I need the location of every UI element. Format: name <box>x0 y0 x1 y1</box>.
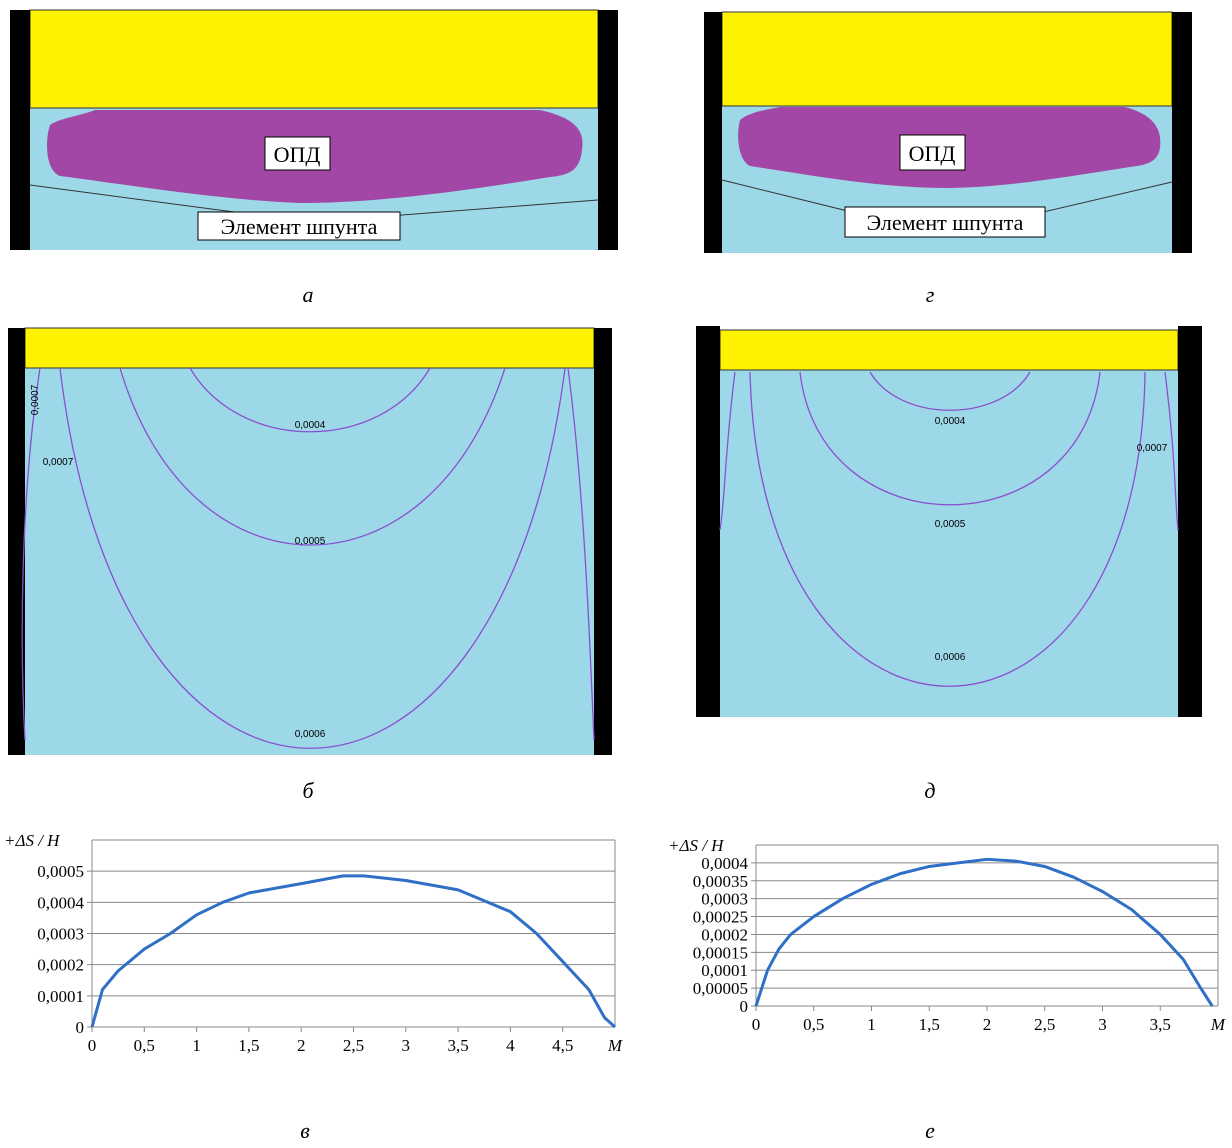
y-tick-label: 0,0002 <box>701 925 748 944</box>
caption: д <box>924 778 935 803</box>
y-axis-title: +ΔS / H <box>4 831 61 850</box>
y-tick-label: 0,00035 <box>693 872 748 891</box>
y-tick-label: 0,0004 <box>37 893 84 912</box>
x-tick-label: 2,5 <box>343 1036 364 1055</box>
y-tick-label: 0,00015 <box>693 943 748 962</box>
x-axis-title: M <box>1210 1015 1226 1034</box>
contour-label: 0,0006 <box>935 652 966 663</box>
contour-label: 0,0007 <box>30 384 41 415</box>
x-tick-label: 1,5 <box>238 1036 259 1055</box>
x-tick-label: 4 <box>506 1036 515 1055</box>
x-tick-label: 0,5 <box>134 1036 155 1055</box>
contour-label: 0,0004 <box>935 416 966 427</box>
x-tick-label: 3,5 <box>447 1036 468 1055</box>
x-tick-label: 0 <box>88 1036 97 1055</box>
label: Элемент шпунта <box>867 210 1024 235</box>
contour-label: 0,0005 <box>295 536 326 547</box>
caption: е <box>925 1118 935 1143</box>
wall <box>594 328 612 755</box>
caption: г <box>926 282 935 307</box>
contour-label: 0,0007 <box>1137 443 1168 454</box>
x-tick-label: 2 <box>297 1036 306 1055</box>
x-tick-label: 1 <box>192 1036 201 1055</box>
y-tick-label: 0,0002 <box>37 956 84 975</box>
contour-label: 0,0007 <box>43 457 74 468</box>
figure: ОПД Элемент шпунта ОПД Элемент шпунта 0,… <box>0 0 1232 1148</box>
x-tick-label: 2,5 <box>1034 1015 1055 1034</box>
caption: а <box>303 282 314 307</box>
y-tick-label: 0,00025 <box>693 908 748 927</box>
y-tick-label: 0,0004 <box>701 854 748 873</box>
contour-label: 0,0005 <box>935 519 966 530</box>
wall <box>696 326 720 717</box>
y-tick-label: 0 <box>76 1018 85 1037</box>
y-tick-label: 0,0003 <box>37 925 84 944</box>
x-tick-label: 3 <box>1098 1015 1107 1034</box>
y-axis-title: +ΔS / H <box>668 836 725 855</box>
diagram-g: ОПД Элемент шпунта <box>704 12 1192 253</box>
x-tick-label: 3,5 <box>1150 1015 1171 1034</box>
y-tick-label: 0,0005 <box>37 862 84 881</box>
y-tick-label: 0,0001 <box>37 987 84 1006</box>
wall <box>1178 326 1202 717</box>
x-axis-title: M <box>607 1036 623 1055</box>
wall <box>1172 12 1192 253</box>
slab <box>722 12 1172 106</box>
x-tick-label: 3 <box>402 1036 411 1055</box>
y-tick-label: 0,00005 <box>693 979 748 998</box>
x-tick-label: 4,5 <box>552 1036 573 1055</box>
contour-label: 0,0006 <box>295 729 326 740</box>
x-tick-label: 0 <box>752 1015 761 1034</box>
contour-label: 0,0004 <box>295 420 326 431</box>
data-line <box>92 876 615 1027</box>
label: ОПД <box>274 142 321 167</box>
label: Элемент шпунта <box>221 214 378 239</box>
caption: б <box>302 778 314 803</box>
y-tick-label: 0,0003 <box>701 890 748 909</box>
diagram-a: ОПД Элемент шпунта <box>10 10 618 250</box>
wall <box>704 12 722 253</box>
diagram-b: 0,0007 0,0007 0,0004 0,0005 0,0006 <box>8 328 612 755</box>
y-tick-label: 0,0001 <box>701 961 748 980</box>
slab <box>30 10 598 108</box>
wall <box>10 10 30 250</box>
x-tick-label: 2 <box>983 1015 992 1034</box>
data-line <box>756 859 1212 1006</box>
slab <box>25 328 594 368</box>
y-tick-label: 0 <box>740 997 749 1016</box>
label: ОПД <box>909 141 956 166</box>
slab <box>720 330 1178 370</box>
x-tick-label: 1,5 <box>919 1015 940 1034</box>
wall <box>598 10 618 250</box>
x-tick-label: 0,5 <box>803 1015 824 1034</box>
caption: в <box>300 1118 310 1143</box>
x-tick-label: 1 <box>867 1015 876 1034</box>
diagram-d: 0,0004 0,0005 0,0006 0,0007 <box>696 326 1202 717</box>
